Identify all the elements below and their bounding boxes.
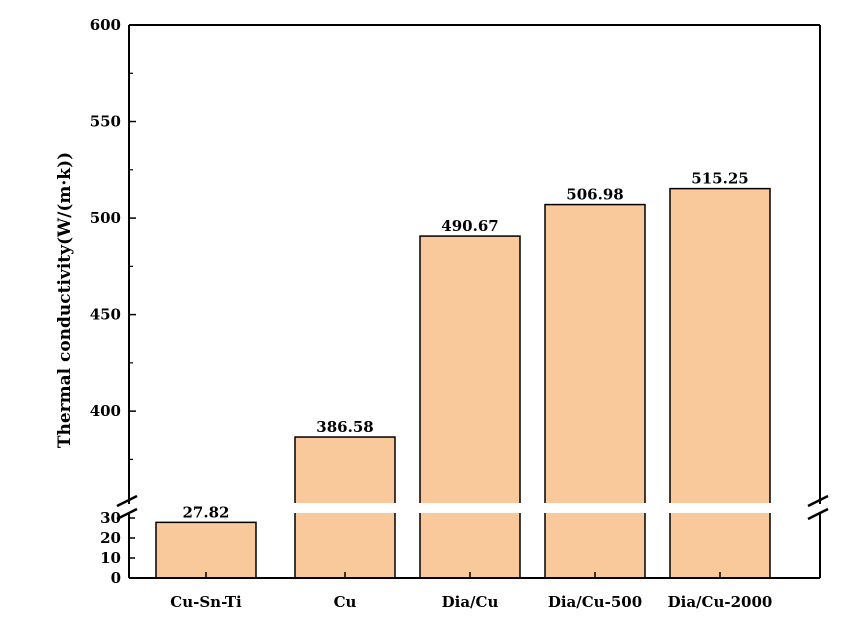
x-tick-label-4: Dia/Cu-2000 [668,593,773,611]
break-mark-left-1 [116,494,138,508]
bar-4 [669,187,771,579]
data-label-2: 490.67 [441,217,498,235]
labels-group: 27.82 Cu-Sn-Ti 386.58 Cu 490.67 Dia/Cu 506.98 D… [90,16,773,611]
axes-group [116,24,829,579]
break-mark-right-2 [807,507,829,521]
y-tick-label-lower-2: 20 [100,529,121,547]
y-tick-label-lower-1: 10 [100,549,121,567]
bar-0 [155,521,257,579]
bar-3 [544,203,646,579]
break-mark-right-1 [807,494,829,508]
data-label-4: 515.25 [691,170,748,188]
data-label-1: 386.58 [316,418,373,436]
y-tick-label-upper-0: 400 [90,402,121,420]
bars-group [155,187,771,579]
data-label-3: 506.98 [566,186,623,204]
break-mark-left-2 [116,507,138,521]
y-tick-label-upper-1: 450 [90,306,121,324]
x-tick-label-1: Cu [334,593,357,611]
y-tick-label-upper-2: 500 [90,209,121,227]
x-tick-label-2: Dia/Cu [442,593,499,611]
x-tick-label-0: Cu-Sn-Ti [170,593,242,611]
y-tick-label-lower-0: 0 [111,569,121,587]
y-tick-label-upper-3: 550 [90,113,121,131]
y-tick-label-lower-3: 30 [100,509,121,527]
data-label-0: 27.82 [183,503,230,521]
y-tick-label-upper-4: 600 [90,16,121,34]
y-axis-label: Thermal conductivity(W/(m·k)) [55,152,75,448]
x-tick-label-3: Dia/Cu-500 [548,593,642,611]
axis-break-gap [130,503,819,513]
bar-2 [419,235,521,579]
